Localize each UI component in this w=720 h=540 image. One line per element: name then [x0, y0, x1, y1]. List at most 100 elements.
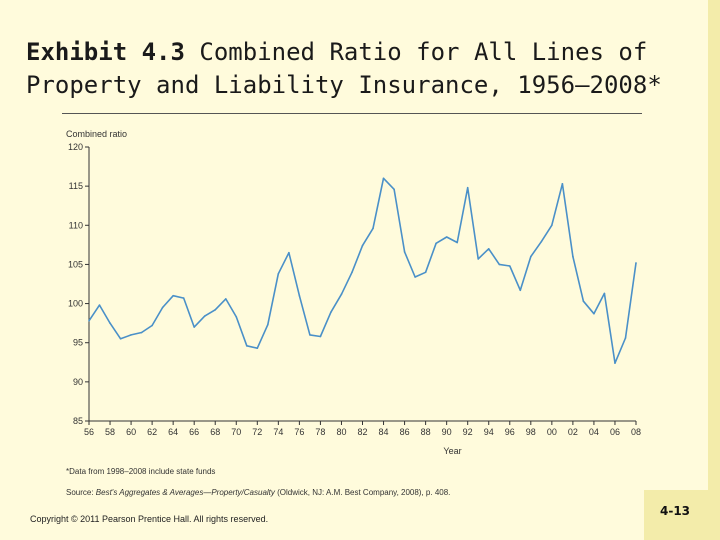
data-point-1983: [372, 227, 374, 230]
x-tick-label-72: 72: [252, 427, 262, 437]
x-tick-label-80: 80: [336, 427, 346, 437]
x-tick-label-60: 60: [126, 427, 136, 437]
data-point-1988: [424, 271, 427, 274]
data-point-1984: [382, 177, 385, 180]
chart-source: Source: Best's Aggregates & Averages—Pro…: [66, 488, 450, 497]
data-point-1962: [151, 324, 153, 327]
data-point-1992: [466, 186, 469, 189]
data-point-2005: [603, 292, 606, 295]
y-tick-label-105: 105: [68, 259, 83, 269]
data-point-1998: [530, 255, 532, 258]
x-tick-label-58: 58: [105, 427, 115, 437]
x-tick-label-90: 90: [442, 427, 452, 437]
x-tick-label-68: 68: [210, 427, 220, 437]
data-point-1985: [393, 188, 395, 191]
data-point-1994: [487, 247, 490, 250]
data-point-1978: [319, 335, 322, 338]
data-point-1973: [267, 323, 269, 326]
data-point-1963: [161, 306, 164, 309]
x-tick-label-84: 84: [379, 427, 389, 437]
data-point-1957: [98, 304, 101, 306]
y-tick-label-110: 110: [69, 220, 83, 230]
x-tick-label-66: 66: [189, 427, 199, 437]
source-title: Best's Aggregates & Averages—Property/Ca…: [95, 488, 275, 497]
data-point-2004: [593, 312, 595, 315]
x-tick-label-04: 04: [589, 427, 599, 437]
slide-number-box: [644, 490, 720, 540]
data-point-1966: [193, 326, 195, 328]
data-point-1981: [351, 271, 353, 274]
data-point-2000: [551, 224, 553, 227]
x-tick-label-98: 98: [526, 427, 536, 437]
y-tick-label-120: 120: [68, 142, 83, 152]
source-prefix: Source:: [66, 488, 96, 497]
decorative-strip: [708, 0, 720, 490]
data-point-2003: [582, 300, 585, 303]
source-detail: (Oldwick, NJ: A.M. Best Company, 2008), …: [274, 488, 451, 497]
x-tick-label-02: 02: [568, 427, 578, 437]
series-line-0: [88, 177, 637, 364]
chart-footnote: *Data from 1998–2008 include state funds: [66, 467, 216, 476]
copyright-notice: Copyright © 2011 Pearson Prentice Hall. …: [30, 514, 269, 524]
data-point-2002: [572, 255, 574, 258]
data-point-1974: [277, 273, 280, 275]
y-tick-label-100: 100: [68, 299, 83, 309]
chart-svg: 85 90 95 100 105 110 115 120 56 58 60 62 64 66 68 70 72 7…: [68, 142, 641, 456]
data-point-1976: [298, 294, 301, 297]
data-point-1980: [340, 293, 343, 295]
x-tick-label-82: 82: [357, 427, 367, 437]
x-tick-label-88: 88: [421, 427, 431, 437]
data-point-2006: [614, 362, 616, 364]
data-point-1990: [445, 236, 448, 238]
x-tick-label-06: 06: [610, 427, 620, 437]
data-point-1956: [88, 319, 90, 322]
data-point-1958: [109, 322, 111, 324]
data-point-1968: [214, 309, 217, 311]
data-point-1991: [456, 241, 458, 244]
data-point-1970: [235, 316, 238, 318]
data-point-2001: [561, 182, 564, 185]
data-point-1960: [130, 334, 132, 336]
x-tick-label-86: 86: [400, 427, 410, 437]
data-point-1967: [203, 315, 206, 317]
data-point-1961: [140, 331, 143, 334]
x-tick-label-76: 76: [294, 427, 304, 437]
x-tick-label-62: 62: [147, 427, 157, 437]
data-point-1964: [172, 294, 174, 297]
data-point-1977: [309, 334, 311, 336]
data-point-1965: [182, 297, 185, 299]
data-point-1996: [508, 265, 511, 267]
data-point-1993: [477, 258, 480, 260]
x-tick-label-74: 74: [273, 427, 283, 437]
data-point-1995: [498, 263, 501, 266]
y-axis-label: Combined ratio: [66, 129, 128, 139]
y-tick-label-115: 115: [69, 181, 83, 191]
data-point-1997: [519, 289, 522, 292]
x-axis-title: Year: [443, 446, 461, 456]
x-tick-label-00: 00: [547, 427, 557, 437]
data-point-1959: [119, 338, 122, 340]
x-tick-label-64: 64: [168, 427, 178, 437]
x-tick-label-96: 96: [505, 427, 515, 437]
data-point-1975: [288, 251, 290, 254]
data-point-2007: [624, 337, 627, 339]
x-tick-label-94: 94: [484, 427, 494, 437]
title-divider: [62, 113, 642, 114]
data-point-2008: [635, 262, 637, 264]
data-point-1982: [361, 244, 364, 247]
y-tick-label-95: 95: [73, 338, 83, 348]
data-point-1987: [414, 276, 416, 278]
slide-title: Exhibit 4.3 Combined Ratio for All Lines…: [26, 36, 686, 102]
title-exhibit-number: Exhibit 4.3: [26, 38, 185, 66]
data-point-1999: [540, 240, 543, 243]
x-tick-label-78: 78: [315, 427, 325, 437]
x-tick-label-92: 92: [463, 427, 473, 437]
data-point-1989: [435, 242, 437, 245]
data-point-1979: [330, 311, 332, 313]
slide-number: 4-13: [660, 504, 691, 518]
data-point-1986: [403, 251, 406, 253]
y-tick-label-90: 90: [73, 377, 83, 387]
data-point-1971: [245, 345, 248, 347]
chart: 85 90 95 100 105 110 115 120 56 58 60 62 64 66 68 70 72 7…: [0, 120, 720, 500]
